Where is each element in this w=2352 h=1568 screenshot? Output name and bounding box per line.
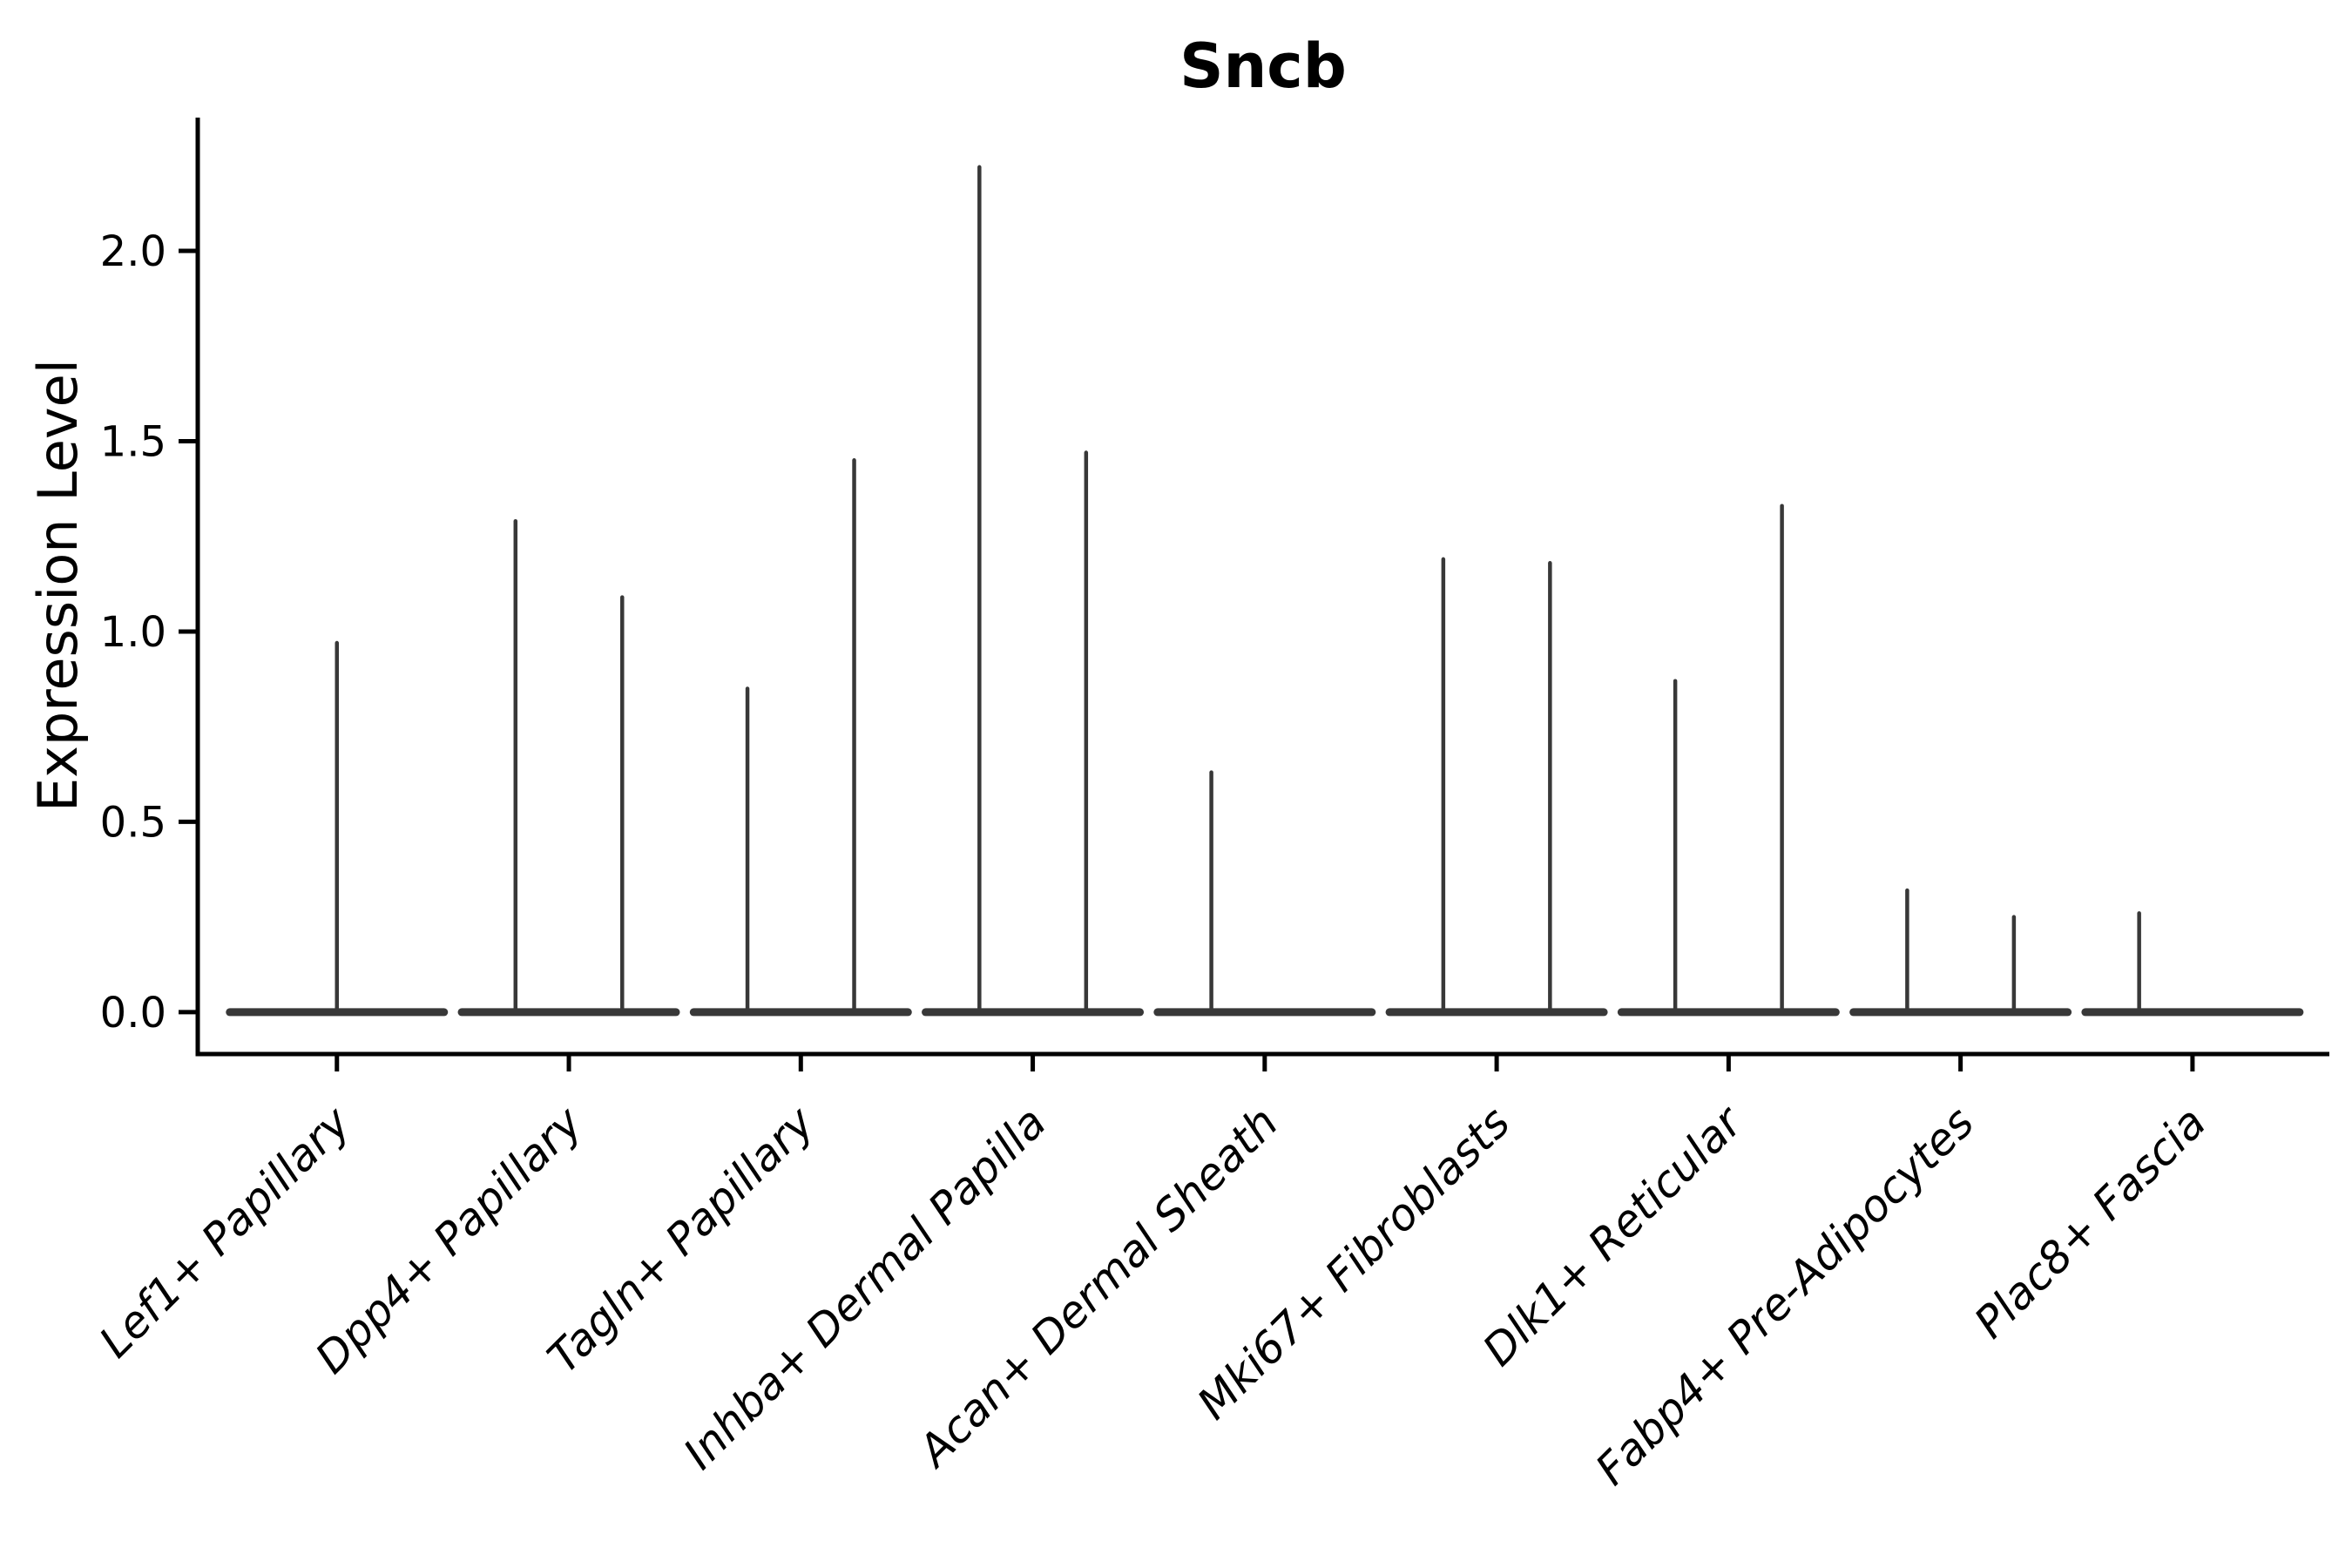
y-tick-label: 0.0 (100, 989, 166, 1037)
plot-title: Sncb (1179, 30, 1347, 102)
x-tick-label: Plac8+ Fascia (1964, 1097, 2215, 1348)
x-tick-label: Lef1+ Papillary (90, 1096, 361, 1367)
y-axis-label: Expression Level (26, 359, 90, 812)
y-tick-label: 2.0 (100, 227, 166, 276)
y-tick-label: 1.5 (100, 417, 166, 466)
y-tick-label: 1.0 (100, 608, 166, 657)
x-tick-label: Fabp4+ Pre-Adipocytes (1586, 1097, 1984, 1495)
y-tick-label: 0.5 (100, 798, 166, 847)
